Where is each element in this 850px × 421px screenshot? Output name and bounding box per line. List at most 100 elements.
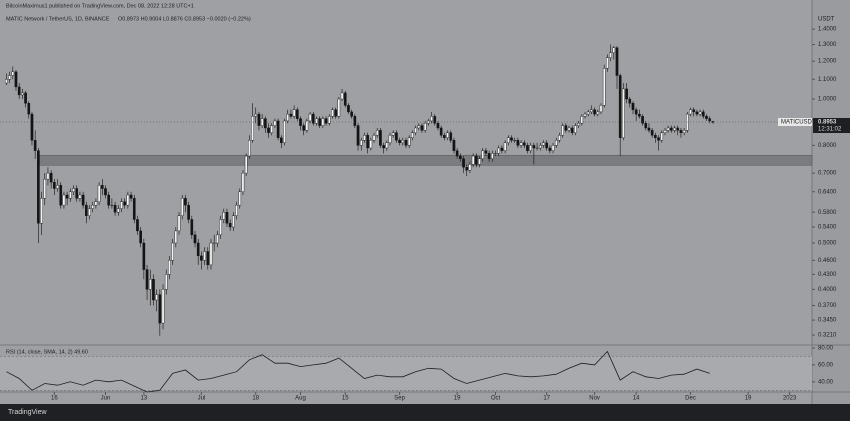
candle-body [404, 140, 408, 146]
candle [305, 118, 309, 133]
candle [24, 90, 27, 108]
candle-body [91, 204, 95, 209]
candle-body [631, 103, 635, 110]
symbol: MATIC Network / TetherUS, 1D, BINANCE [6, 16, 110, 22]
candle [126, 191, 130, 209]
y-tick-label: 0.6400 [818, 189, 837, 195]
candle-body [343, 92, 347, 106]
candle [180, 195, 184, 220]
candle [72, 185, 75, 196]
candle-body [650, 130, 654, 136]
candle [123, 198, 126, 209]
candle-body [30, 113, 34, 141]
candle-body [53, 182, 56, 189]
x-tick-label: 15 [342, 396, 349, 402]
candle-body [251, 116, 254, 141]
candle-body [612, 47, 616, 53]
candle [468, 161, 472, 174]
candle-body [8, 75, 11, 80]
y-tick-label: 0.3210 [818, 333, 837, 339]
candle [666, 125, 670, 133]
candle-body [241, 172, 245, 192]
candle-body [222, 211, 226, 220]
candle [308, 111, 312, 124]
x-tick-label: 19 [745, 396, 752, 402]
candle [353, 114, 357, 128]
candle [612, 46, 616, 60]
candle-body [558, 135, 561, 141]
candle-body [490, 153, 494, 159]
candle [17, 83, 21, 100]
support-zone [38, 154, 813, 166]
candle [417, 123, 421, 131]
candle-body [286, 113, 290, 122]
rsi-line [6, 350, 710, 393]
candle [91, 201, 95, 213]
price-axis-bg [812, 0, 850, 404]
candle [516, 137, 520, 148]
candle-body [219, 219, 222, 236]
candle [436, 120, 440, 131]
candle-body [302, 125, 306, 131]
candle [53, 179, 56, 196]
candle [113, 201, 117, 216]
candle [88, 205, 91, 220]
candle-body [132, 198, 136, 220]
candle-body [526, 145, 529, 151]
candle-body [375, 130, 379, 136]
candle [132, 195, 136, 224]
candle-body [327, 116, 331, 124]
candle [46, 167, 50, 186]
candle-body [305, 120, 309, 131]
candle [372, 132, 376, 143]
candle-body [225, 211, 229, 224]
candle [695, 109, 699, 117]
candle-body [155, 294, 158, 301]
x-tick-label: Aug [295, 396, 306, 402]
candle-body [69, 191, 72, 199]
candle-body [292, 109, 296, 117]
symbol-label-bg [778, 118, 812, 127]
candle [388, 132, 392, 146]
candle-body [510, 137, 513, 141]
candle [366, 132, 369, 154]
candle [433, 114, 437, 126]
candle-body [670, 127, 673, 131]
unit: USDT [818, 17, 835, 23]
candle [241, 170, 245, 196]
candle [69, 188, 72, 202]
candle-body [244, 155, 248, 174]
candle [155, 289, 158, 312]
candle [398, 137, 401, 146]
x-tick-label: Dec [685, 396, 696, 402]
candle [251, 103, 254, 143]
candle [551, 142, 555, 154]
candle [145, 264, 149, 301]
candle-body [123, 201, 126, 206]
y-tick-label: 0.4300 [818, 272, 837, 278]
candle [494, 150, 497, 157]
candle-body [315, 118, 318, 124]
candle-body [33, 140, 37, 151]
candle-body [113, 204, 117, 213]
candle [577, 120, 580, 128]
candle-body [596, 111, 600, 115]
candle-body [532, 145, 536, 149]
candle [478, 156, 481, 168]
candle [423, 120, 427, 133]
candle [81, 191, 85, 209]
candle [359, 137, 363, 151]
candle [391, 130, 395, 138]
candle [510, 135, 513, 143]
candle-body [145, 269, 149, 290]
candle-body [580, 116, 584, 124]
candle [363, 132, 366, 143]
candle-body [267, 127, 270, 133]
candle [158, 289, 162, 336]
candle-body [308, 113, 312, 122]
price-label-bg [813, 118, 850, 134]
candle [209, 238, 213, 270]
candle-body [705, 116, 708, 119]
candle-body [379, 130, 382, 146]
